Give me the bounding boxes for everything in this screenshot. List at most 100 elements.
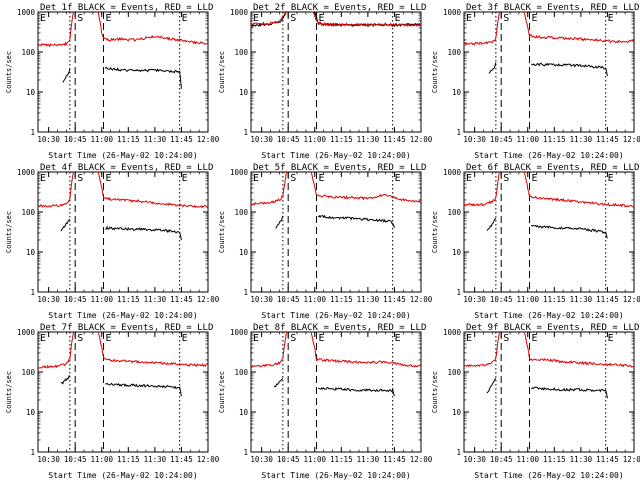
events-trace-segment-1	[486, 377, 497, 394]
events-trace-segment-2	[104, 66, 182, 89]
x-tick-label: 11:15	[117, 135, 140, 144]
marker-label: E	[466, 13, 472, 24]
y-tick-label: 100	[21, 368, 35, 377]
y-tick-label: 1000	[443, 328, 462, 337]
marker-label: E	[182, 333, 188, 344]
y-tick-label: 10	[239, 88, 249, 97]
x-axis-label: Start Time (26-May-02 10:24:00)	[474, 311, 623, 320]
events-trace-segment-2	[531, 386, 608, 399]
y-axis-label: Counts/sec	[431, 51, 439, 93]
marker-label: S	[77, 13, 83, 24]
y-tick-label: 10	[26, 408, 36, 417]
x-axis-label: Start Time (26-May-02 10:24:00)	[474, 151, 623, 160]
y-tick-label: 1000	[230, 168, 249, 177]
events-trace-segment-2	[530, 62, 608, 77]
lld-trace-segment-1	[38, 12, 74, 48]
x-tick-label: 11:15	[543, 455, 566, 464]
marker-label: E	[106, 13, 112, 24]
y-tick-label: 1	[456, 448, 461, 457]
plot-frame	[250, 171, 422, 293]
y-tick-label: 10	[239, 248, 249, 257]
y-tick-label: 10	[452, 88, 462, 97]
marker-label: E	[40, 333, 46, 344]
x-tick-label: 11:30	[570, 295, 593, 304]
marker-label: E	[40, 173, 46, 184]
x-tick-label: 10:45	[490, 135, 513, 144]
x-tick-label: 11:00	[303, 295, 326, 304]
x-axis-label: Start Time (26-May-02 10:24:00)	[261, 311, 410, 320]
y-tick-label: 1000	[17, 168, 36, 177]
x-tick-label: 11:15	[543, 135, 566, 144]
lld-trace-segment-2	[310, 172, 421, 204]
lld-trace-segment-1	[464, 12, 500, 47]
x-tick-label: 11:30	[144, 135, 167, 144]
lld-trace-segment-1	[38, 332, 74, 369]
y-tick-label: 10	[26, 88, 36, 97]
x-tick-label: 11:30	[357, 135, 380, 144]
x-tick-label: 10:45	[64, 295, 87, 304]
y-tick-label: 1000	[230, 328, 249, 337]
x-tick-label: 12:00	[410, 135, 433, 144]
y-tick-label: 1	[30, 288, 35, 297]
x-axis-label: Start Time (26-May-02 10:24:00)	[48, 311, 197, 320]
lld-trace-segment-2	[523, 172, 634, 208]
marker-label: E	[395, 333, 401, 344]
chart-title: Det 6f BLACK = Events, RED = LLD	[466, 163, 639, 173]
events-trace-segment-1	[273, 377, 284, 388]
x-tick-label: 11:00	[90, 135, 113, 144]
chart-panel-2: Det 2f BLACK = Events, RED = LLD Start Ti…	[218, 3, 433, 160]
chart-title: Det 5f BLACK = Events, RED = LLD	[253, 163, 426, 173]
events-trace-segment-1	[60, 375, 70, 385]
events-trace-segment-1	[275, 215, 284, 229]
x-tick-label: 10:30	[250, 455, 273, 464]
lld-trace-segment-1	[251, 172, 287, 206]
lld-trace-segment-2	[310, 332, 421, 368]
x-tick-label: 11:00	[90, 455, 113, 464]
events-trace-segment-2	[318, 386, 395, 397]
y-tick-label: 1	[243, 448, 248, 457]
y-tick-label: 100	[447, 208, 461, 217]
plot-frame	[463, 331, 635, 453]
events-trace-segment-2	[317, 214, 395, 229]
x-tick-label: 11:00	[516, 135, 539, 144]
x-tick-label: 11:00	[516, 295, 539, 304]
x-tick-label: 11:45	[596, 135, 619, 144]
lld-trace-segment-2	[312, 12, 421, 27]
x-tick-label: 12:00	[410, 295, 433, 304]
y-tick-label: 1000	[230, 8, 249, 17]
chart-title: Det 2f BLACK = Events, RED = LLD	[253, 3, 426, 13]
x-tick-label: 11:45	[170, 295, 193, 304]
x-tick-label: 11:00	[303, 455, 326, 464]
x-tick-label: 10:30	[463, 135, 486, 144]
marker-label: E	[319, 173, 325, 184]
y-tick-label: 1	[243, 288, 248, 297]
x-tick-label: 11:30	[357, 295, 380, 304]
events-trace-segment-1	[62, 68, 71, 83]
marker-label: E	[182, 13, 188, 24]
x-tick-label: 10:45	[64, 455, 87, 464]
chart-panel-3: Det 3f BLACK = Events, RED = LLD Start Ti…	[431, 3, 640, 160]
marker-label: E	[319, 13, 325, 24]
y-tick-label: 1	[456, 128, 461, 137]
x-tick-label: 12:00	[623, 295, 640, 304]
x-tick-label: 11:15	[117, 455, 140, 464]
x-tick-label: 11:30	[570, 455, 593, 464]
x-tick-label: 10:30	[463, 295, 486, 304]
x-tick-label: 10:45	[490, 295, 513, 304]
chart-title: Det 9f BLACK = Events, RED = LLD	[466, 323, 639, 333]
x-tick-label: 11:45	[596, 295, 619, 304]
marker-label: S	[290, 333, 296, 344]
y-tick-label: 1000	[443, 168, 462, 177]
lld-trace-segment-2	[97, 12, 208, 45]
events-trace-segment-2	[530, 224, 608, 239]
lld-trace-segment-2	[97, 172, 208, 209]
y-axis-label: Counts/sec	[5, 51, 13, 93]
x-tick-label: 10:30	[37, 135, 60, 144]
marker-label: E	[608, 13, 614, 24]
x-tick-label: 10:30	[37, 455, 60, 464]
marker-label: S	[77, 333, 83, 344]
y-tick-label: 1000	[17, 8, 36, 17]
events-trace-segment-1	[486, 217, 497, 231]
x-axis-label: Start Time (26-May-02 10:24:00)	[48, 151, 197, 160]
x-axis-label: Start Time (26-May-02 10:24:00)	[261, 151, 410, 160]
